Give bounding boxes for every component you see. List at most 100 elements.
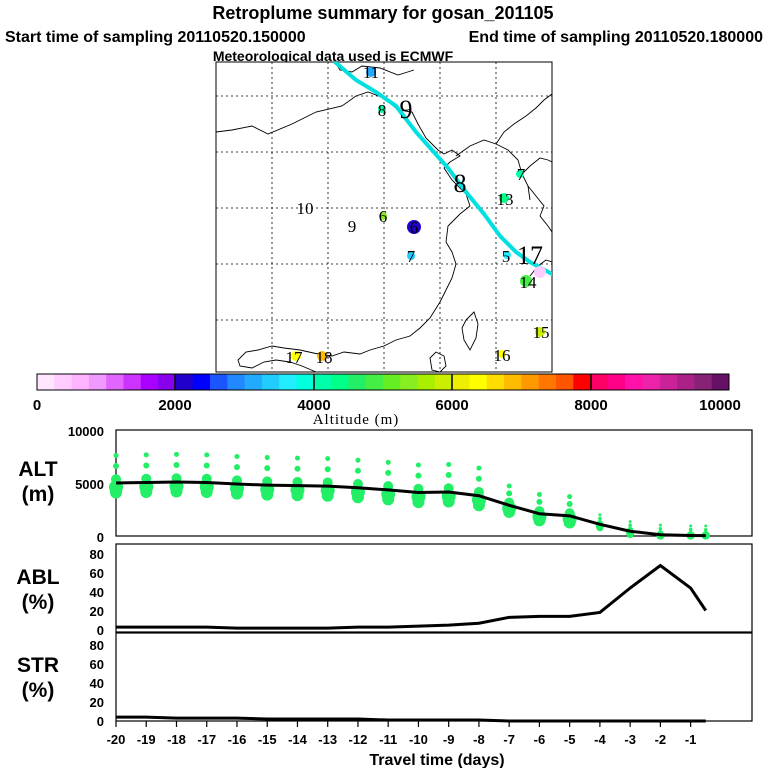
map-marker <box>516 170 524 178</box>
colorbar-cell <box>37 374 55 390</box>
alt-scatter-point <box>385 459 391 465</box>
map-marker <box>407 252 415 260</box>
colorbar-cell <box>711 374 730 390</box>
x-tick-label: -7 <box>503 732 515 747</box>
abl-panel: 80 60 40 20 0 ABL (%) <box>16 543 753 638</box>
colorbar-cell <box>400 374 419 390</box>
map-number: 7 <box>407 247 416 266</box>
map-marker <box>291 351 301 361</box>
abl-line <box>116 563 708 630</box>
end-time-label: End time of sampling 20110520.180000 <box>469 29 763 46</box>
map-number: 7 <box>517 165 526 184</box>
x-axis-title: Travel time (days) <box>369 752 504 768</box>
alt-scatter-point <box>143 452 149 458</box>
colorbar-cell <box>313 374 332 390</box>
colorbar-cell <box>486 374 505 390</box>
figure-title: Retroplume summary for gosan_201105 <box>212 3 553 23</box>
alt-scatter-point <box>658 523 662 527</box>
alt-label-line2: (m) <box>22 483 55 506</box>
x-tick-label: -14 <box>288 732 308 747</box>
met-data-label: Meteorological data used is ECMWF <box>213 48 454 64</box>
str-panel: 80 60 40 20 0 STR (%) <box>17 632 753 729</box>
colorbar-cell <box>469 374 488 390</box>
alt-scatter-point <box>445 472 452 479</box>
colorbar-title: Altitude (m) <box>313 412 400 428</box>
colorbar-cell <box>625 374 643 390</box>
map-marker <box>520 275 532 287</box>
map-marker <box>379 212 387 220</box>
alt-scatter-point <box>325 456 331 462</box>
abl-ytick-label: 20 <box>90 604 104 619</box>
colorbar-cell <box>573 374 592 390</box>
str-ytick-label: 80 <box>90 638 104 653</box>
alt-scatter-point <box>689 524 693 528</box>
map-number: 11 <box>363 63 379 82</box>
map-number: 15 <box>533 323 550 342</box>
altitude-colorbar: 0 2000 4000 6000 8000 10000 Altitude (m) <box>33 373 741 428</box>
colorbar-cell <box>175 374 194 390</box>
alt-scatter-point <box>628 520 632 524</box>
map-number: 5 <box>502 247 511 266</box>
colorbar-cell <box>106 374 124 390</box>
alt-scatter-point <box>203 462 210 469</box>
alt-scatter-point <box>173 461 180 468</box>
colorbar-cell <box>210 374 228 390</box>
str-line <box>116 715 706 723</box>
alt-scatter-point <box>476 465 482 471</box>
alt-scatter-point <box>446 461 452 467</box>
map-marker <box>503 251 511 259</box>
map-number: 18 <box>316 348 333 367</box>
abl-panel-frame <box>115 543 753 633</box>
alt-scatter-point <box>234 454 240 459</box>
colorbar-cell <box>227 374 246 390</box>
colorbar-cell <box>694 374 713 390</box>
alt-scatter-point <box>567 494 573 500</box>
colorbar-cell <box>677 374 695 390</box>
x-tick-label: -6 <box>534 732 546 747</box>
map-marker <box>366 67 376 77</box>
colorbar-cell <box>296 374 315 390</box>
x-tick-label: -8 <box>473 732 485 747</box>
alt-scatter <box>109 451 710 540</box>
map-number: 13 <box>497 190 514 209</box>
x-tick-label: -9 <box>443 732 455 747</box>
colorbar-cell <box>123 374 142 390</box>
alt-scatter-point <box>566 500 573 507</box>
colorbar-tick-label: 0 <box>33 397 41 414</box>
map-number: 10 <box>297 199 314 218</box>
map-number: 17 <box>517 241 543 270</box>
alt-scatter-point <box>113 452 119 458</box>
alt-scatter-point <box>536 491 542 497</box>
trajectory-line <box>333 62 552 276</box>
x-tick-label: -1 <box>685 732 697 747</box>
x-tick-label: -12 <box>349 732 368 747</box>
colorbar-cell <box>417 374 436 390</box>
colorbar-cell <box>279 374 297 390</box>
map-coastlines <box>216 62 552 372</box>
colorbar-cell <box>365 374 384 390</box>
map-number: 17 <box>286 348 304 367</box>
colorbar-cell <box>158 374 176 390</box>
map-number: 8 <box>378 101 387 120</box>
alt-mean-line <box>115 480 706 538</box>
alt-scatter-point <box>628 523 632 528</box>
alt-scatter-point <box>143 462 150 469</box>
x-tick-label: -11 <box>379 732 397 747</box>
map-number: 6 <box>410 218 419 237</box>
colorbar-cell <box>331 374 349 390</box>
map-marker <box>535 327 545 337</box>
alt-scatter-point <box>415 462 421 468</box>
x-tick-label: -19 <box>137 732 156 747</box>
str-ytick-label: 40 <box>90 676 104 691</box>
str-ytick-label: 20 <box>90 695 104 710</box>
alt-scatter-point <box>598 513 602 517</box>
str-label-line1: STR <box>17 654 59 677</box>
x-tick-label: -15 <box>258 732 277 747</box>
map-marker <box>407 220 421 234</box>
alt-scatter-point <box>264 465 271 472</box>
x-axis: -20 -19 -18 -17 -16 -15 -14 -13 -12 -11 -10 -9 -8 -7 -… <box>107 721 697 768</box>
map-number: 14 <box>520 273 538 292</box>
x-tick-label: -18 <box>167 732 186 747</box>
alt-ytick-label: 5000 <box>75 477 104 492</box>
map-panel: 11 8 9 7 8 13 10 9 6 6 7 5 17 14 15 16 1… <box>215 61 553 373</box>
